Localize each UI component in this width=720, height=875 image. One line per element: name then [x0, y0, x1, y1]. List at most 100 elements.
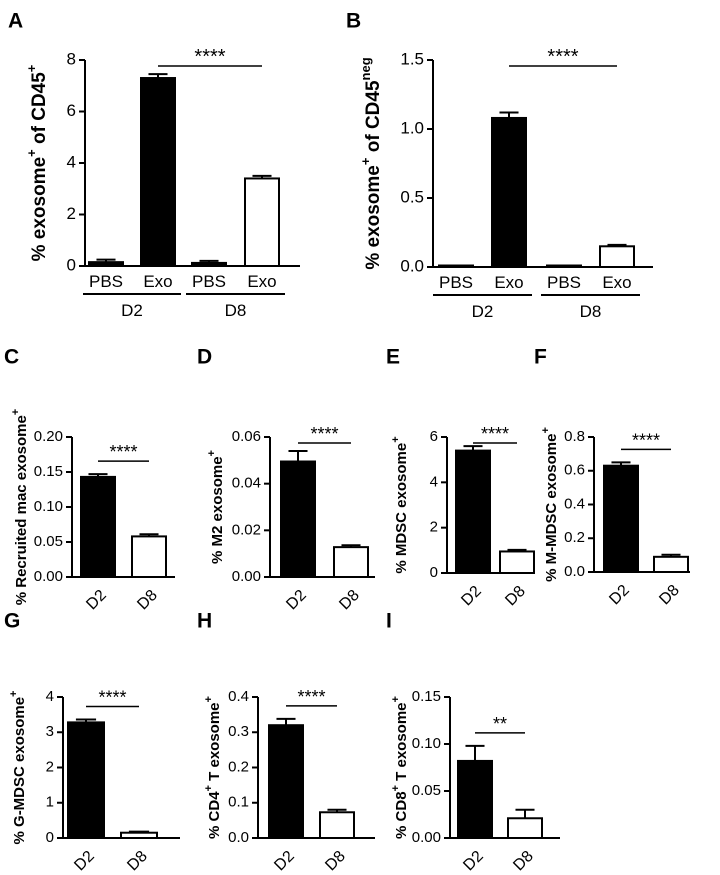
bar	[88, 261, 124, 268]
category-label: Exo	[143, 272, 172, 291]
group-label: D8	[225, 301, 247, 320]
bar	[131, 535, 167, 579]
significance-label: ****	[98, 688, 126, 708]
y-tick-label: 1.0	[400, 118, 424, 137]
bar	[191, 261, 227, 268]
panel-g: G 0 1 2 3 4 % G-MDSC exosome+ D2 D8 ****	[4, 610, 180, 875]
y-axis-label-sup: +	[10, 409, 22, 415]
panel-letter: C	[4, 346, 19, 369]
category-label: D8	[134, 587, 161, 614]
y-tick-label: 0.06	[232, 428, 261, 445]
y-axis-label-text: % CD4	[206, 791, 223, 839]
y-tick-label: 0	[46, 829, 54, 846]
y-tick-label: 0.2	[228, 758, 249, 775]
y-axis-label: % G-MDSC exosome+	[8, 691, 28, 845]
y-tick-label: 0.10	[412, 735, 441, 752]
y-axis-label-text: % MDSC exosome	[393, 443, 410, 574]
bar	[80, 475, 116, 578]
y-axis-label: % exosome+ of CD45neg	[358, 57, 384, 269]
significance-label: ****	[310, 424, 338, 444]
y-tick-label: 0.04	[232, 475, 261, 492]
category-label: D8	[322, 848, 349, 875]
y-axis-label-text: % exosome	[363, 165, 384, 270]
bar	[457, 759, 493, 839]
panel-letter: G	[4, 610, 20, 633]
panel-e: E 0 2 4 6 % MDSC exosome+ D2 D8 ****	[386, 346, 535, 610]
category-label: D2	[460, 848, 487, 875]
y-tick-label: 0.6	[564, 462, 585, 479]
category-label: D8	[502, 583, 529, 610]
y-tick-label: 3	[46, 723, 54, 740]
category-label: D8	[656, 582, 683, 609]
bar	[491, 116, 527, 268]
y-tick-label: 0.0	[228, 829, 249, 846]
y-axis-label-sup: +	[206, 450, 218, 456]
y-tick-label: 0.10	[34, 498, 63, 515]
y-axis-label-text: % M2 exosome	[209, 456, 226, 564]
bar	[603, 464, 639, 573]
bar	[507, 817, 543, 840]
category-label: D2	[283, 587, 310, 614]
bar	[333, 546, 369, 579]
category-label: D8	[124, 848, 151, 875]
y-tick-label: 1.5	[400, 49, 424, 68]
y-axis-label-text: T exosome	[393, 702, 410, 785]
panel-i: I0.000.050.100.15% CD8+ T exosome+D2 D8**	[386, 610, 560, 875]
significance-label: ****	[547, 46, 578, 68]
panel-letter: A	[8, 10, 23, 33]
y-axis-label-sup: neg	[358, 57, 373, 80]
category-label: PBS	[439, 273, 473, 292]
y-tick-label: 4	[67, 152, 76, 171]
category-label: PBS	[192, 272, 226, 291]
y-tick-label: 0.0	[564, 563, 585, 580]
y-axis-label-text: % CD8	[393, 791, 410, 839]
y-axis-label-sup: +	[203, 696, 215, 702]
y-tick-label: 6	[430, 428, 438, 445]
y-tick-label: 2	[67, 204, 76, 223]
y-axis-label-sup: +	[358, 157, 373, 165]
y-axis-label: % MDSC exosome+	[390, 436, 410, 573]
y-tick-label: 0.0	[400, 256, 424, 275]
panel-letter: F	[534, 346, 547, 369]
panel-letter: I	[386, 610, 392, 633]
significance-label: **	[493, 714, 507, 734]
bar	[319, 811, 355, 840]
y-axis-label-text: of CD45	[363, 80, 384, 158]
significance-label: ****	[297, 687, 325, 707]
y-tick-label: 2	[430, 519, 438, 536]
bar	[653, 555, 689, 573]
category-label: Exo	[247, 272, 276, 291]
y-tick-label: 0.20	[34, 428, 63, 445]
y-axis-label: % CD8+ T exosome+	[390, 696, 410, 839]
significance-label: ****	[109, 442, 137, 462]
panel-letter: B	[346, 10, 361, 33]
y-axis-label-text: of CD45	[29, 72, 50, 150]
y-axis-label-text: % exosome	[29, 157, 50, 262]
y-tick-label: 0.00	[34, 568, 63, 585]
y-tick-label: 8	[67, 49, 76, 68]
y-tick-label: 0.15	[34, 463, 63, 480]
category-label: D2	[271, 848, 298, 875]
significance-label: ****	[481, 424, 509, 444]
y-axis-label-sup: +	[24, 64, 39, 72]
bar	[455, 449, 491, 575]
y-axis-label-sup: +	[390, 785, 402, 791]
panel-b: B 0.0 0.5 1.0 1.5 % exosome+ of CD45neg PBS Exo…	[346, 10, 653, 321]
y-axis-label-sup: +	[390, 436, 402, 442]
category-label: D2	[71, 848, 98, 875]
panel-letter: E	[386, 346, 400, 369]
y-axis-label-sup: +	[8, 691, 20, 697]
y-tick-label: 0.15	[412, 688, 441, 705]
panel-d: D 0.00 0.02 0.04 0.06 % M2 exosome+ D2 D8 ****	[197, 346, 375, 614]
bar	[268, 724, 304, 840]
y-tick-label: 6	[67, 101, 76, 120]
y-tick-label: 0.4	[564, 495, 585, 512]
category-label: D2	[83, 587, 110, 614]
y-tick-label: 0.5	[400, 187, 424, 206]
y-axis-label-sup: +	[540, 427, 552, 433]
category-label: Exo	[494, 273, 523, 292]
y-axis-label: % M2 exosome+	[206, 450, 226, 564]
panel-c: C 0.00 0.05 0.10 0.15 0.20% Recruited mac exo…	[4, 346, 175, 614]
bar	[140, 77, 176, 268]
